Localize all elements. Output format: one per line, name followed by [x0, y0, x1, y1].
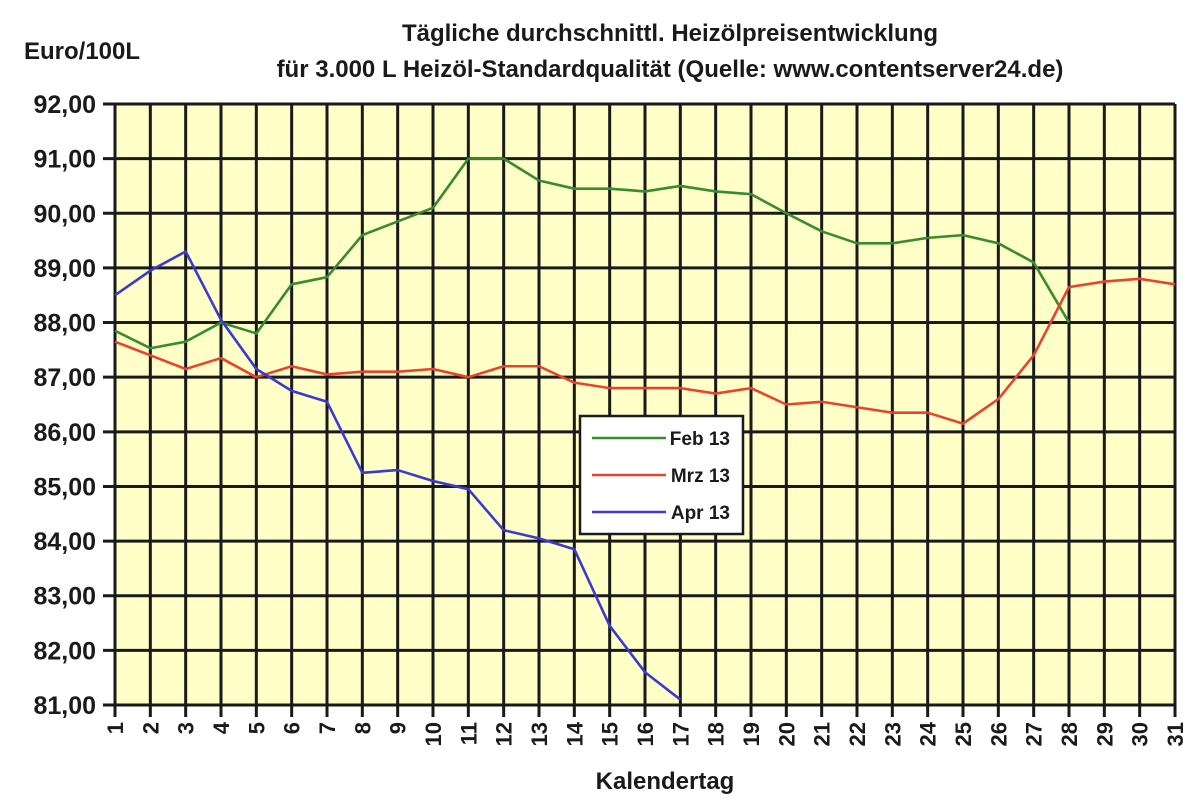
x-tick-label: 15: [598, 722, 623, 746]
x-tick-label: 4: [209, 721, 234, 734]
x-tick-label: 17: [668, 722, 693, 746]
x-tick-label: 8: [350, 722, 375, 734]
y-tick-label: 92,00: [33, 91, 96, 119]
y-tick-label: 91,00: [33, 146, 96, 174]
legend-label: Mrz 13: [671, 466, 730, 487]
x-tick-label: 13: [527, 722, 552, 746]
x-tick-label: 19: [739, 722, 764, 746]
x-tick-label: 7: [315, 722, 340, 734]
x-tick-label: 6: [280, 722, 305, 734]
y-tick-label: 83,00: [33, 583, 96, 611]
y-tick-labels: 92,00 91,00 90,00 89,00 88,00 87,00 86,00 85,00…: [33, 91, 96, 720]
chart-subtitle: für 3.000 L Heizöl-Standardqualität (Que…: [276, 56, 1064, 83]
legend: Feb 13 Mrz 13 Apr 13: [578, 414, 745, 536]
x-tick-label: 26: [986, 722, 1011, 746]
series-line-apr-13: [114, 250, 682, 701]
y-tick-label: 90,00: [33, 200, 96, 228]
series-line-feb-13: [114, 157, 1071, 350]
y-tick-label: 89,00: [33, 255, 96, 283]
x-tick-label: 14: [562, 721, 587, 746]
legend-label: Feb 13: [670, 429, 730, 450]
x-tick-label: 21: [810, 722, 835, 746]
y-tick-label: 82,00: [33, 637, 96, 665]
x-tick-label: 31: [1163, 722, 1188, 746]
series-line-mrz-13: [114, 277, 1176, 425]
x-axis-label: Kalendertag: [595, 768, 735, 795]
x-tick-label: 10: [421, 722, 446, 746]
x-tick-label: 5: [244, 722, 269, 734]
x-tick-label: 2: [138, 722, 163, 734]
x-tick-label: 22: [845, 722, 870, 746]
x-tick-label: 28: [1057, 722, 1082, 746]
x-tick-label: 27: [1022, 722, 1047, 746]
x-tick-label: 29: [1092, 722, 1117, 746]
x-tick-label: 25: [951, 722, 976, 746]
x-tick-label: 12: [492, 722, 517, 746]
x-tick-labels: 1 2 3 4 5 6 7 8 9 10 11 12 13 14 15 16 17 18 19 20 21 22 23 24 2…: [103, 721, 1188, 746]
x-tick-label: 18: [704, 722, 729, 746]
y-tick-label: 85,00: [33, 473, 96, 501]
x-tick-label: 23: [880, 722, 905, 746]
y-tick-label: 86,00: [33, 419, 96, 447]
x-tick-label: 11: [456, 722, 481, 745]
x-tick-label: 9: [386, 722, 411, 734]
legend-label: Apr 13: [671, 503, 730, 524]
chart-title: Tägliche durchschnittl. Heizölpreisentwi…: [401, 20, 939, 47]
y-tick-label: 88,00: [33, 310, 96, 338]
series-lines: [114, 157, 1176, 701]
x-tick-label: 24: [916, 721, 941, 746]
y-tick-label: 87,00: [33, 364, 96, 392]
x-tick-label: 3: [174, 722, 199, 734]
y-tick-label: 81,00: [33, 692, 96, 720]
x-tick-label: 16: [633, 722, 658, 746]
y-tick-label: 84,00: [33, 528, 96, 556]
x-tick-label: 20: [774, 722, 799, 746]
gridlines: [103, 102, 1177, 717]
x-tick-label: 1: [103, 722, 128, 734]
y-axis-label: Euro/100L: [24, 38, 141, 65]
x-tick-label: 30: [1128, 722, 1153, 746]
